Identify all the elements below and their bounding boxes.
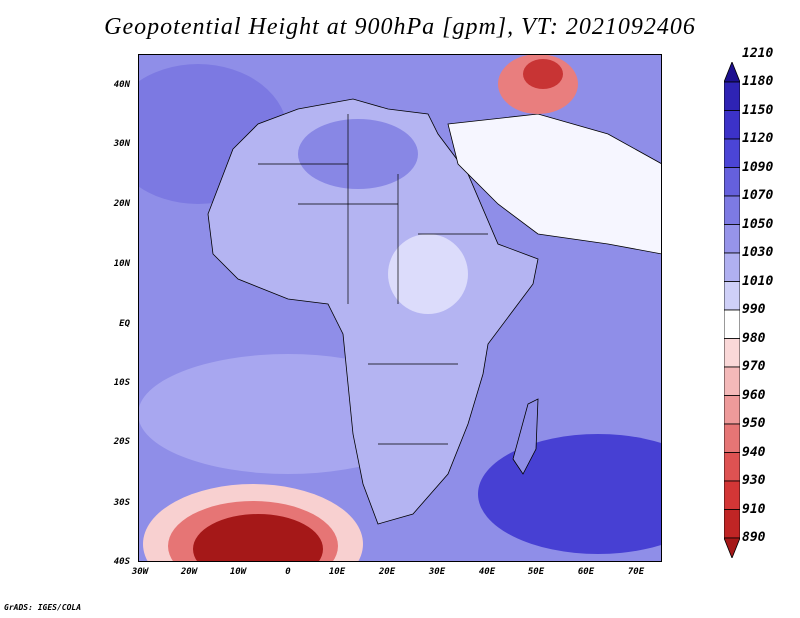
south-atlantic-low-core xyxy=(193,514,323,562)
middle-east-low-core xyxy=(523,59,563,89)
colorbar-level-label: 1010 xyxy=(742,273,774,289)
colorbar-level-label: 960 xyxy=(742,387,766,403)
lat-label: EQ xyxy=(119,319,130,329)
colorbar-segment xyxy=(724,366,740,396)
lon-label: 20W xyxy=(180,567,198,577)
colorbar-segment xyxy=(724,281,740,311)
lat-label: 30S xyxy=(113,498,130,508)
colorbar-top-arrow xyxy=(724,62,740,83)
colorbar-segment xyxy=(724,423,740,453)
colorbar-segment xyxy=(724,509,740,539)
lon-label: 30E xyxy=(428,567,446,577)
map-frame xyxy=(138,54,662,562)
colorbar-bottom-arrow xyxy=(724,537,740,558)
colorbar-segment xyxy=(724,167,740,197)
lat-label: 20S xyxy=(113,437,130,447)
map-title: Geopotential Height at 900hPa [gpm], VT:… xyxy=(104,14,696,40)
colorbar-level-label: 950 xyxy=(742,416,766,431)
colorbar-level-label: 970 xyxy=(742,359,766,374)
colorbar-level-label: 890 xyxy=(742,530,766,545)
lon-label: 20E xyxy=(378,567,396,577)
colorbar-level-label: 910 xyxy=(742,501,766,517)
credit-text: GrADS: IGES/COLA xyxy=(4,603,82,612)
colorbar-segment xyxy=(724,309,740,339)
lat-label: 40N xyxy=(113,80,130,90)
colorbar-level-label: 1150 xyxy=(742,102,774,118)
colorbar-level-label: 1120 xyxy=(742,131,774,146)
sahara-field xyxy=(298,119,418,189)
border-lines xyxy=(258,114,488,445)
colorbar-level-label: 1050 xyxy=(742,216,774,232)
colorbar-segment xyxy=(724,252,740,282)
lat-label: 40S xyxy=(113,557,130,567)
colorbar-segment xyxy=(724,480,740,510)
lon-label: 50E xyxy=(527,567,545,577)
colorbar-segment xyxy=(724,195,740,225)
colorbar-level-label: 990 xyxy=(742,302,766,317)
lon-label: 40E xyxy=(478,567,496,577)
colorbar-level-label: 1090 xyxy=(742,159,774,175)
colorbar-level-label: 980 xyxy=(742,330,766,346)
lon-label: 10E xyxy=(328,567,346,577)
colorbar xyxy=(724,62,740,558)
colorbar-segment xyxy=(724,81,740,111)
colorbar-segment xyxy=(724,224,740,254)
africa-landmass xyxy=(207,98,539,525)
colorbar-level-label: 1030 xyxy=(742,245,774,260)
colorbar-segment xyxy=(724,395,740,425)
madagascar xyxy=(512,398,539,475)
lon-label: 10W xyxy=(229,567,247,577)
east-africa-field xyxy=(388,234,468,314)
lon-label: 0 xyxy=(285,567,291,577)
colorbar-segment xyxy=(724,138,740,168)
map-plot xyxy=(138,54,662,562)
lat-label: 10N xyxy=(113,259,130,269)
colorbar-segment xyxy=(724,110,740,140)
lat-label: 10S xyxy=(113,378,130,388)
lat-label: 30N xyxy=(113,139,130,149)
lon-label: 70E xyxy=(627,567,645,577)
arabia-landmass xyxy=(447,113,662,255)
colorbar-segment xyxy=(724,338,740,368)
colorbar-segment xyxy=(724,452,740,482)
colorbar-level-label: 1180 xyxy=(742,74,774,89)
colorbar-level-label: 1210 xyxy=(742,45,774,61)
lon-label: 30W xyxy=(131,567,149,577)
colorbar-level-label: 1070 xyxy=(742,188,774,203)
colorbar-level-label: 930 xyxy=(742,473,766,488)
lon-label: 60E xyxy=(577,567,595,577)
colorbar-level-label: 940 xyxy=(742,444,766,460)
lat-label: 20N xyxy=(113,199,130,209)
